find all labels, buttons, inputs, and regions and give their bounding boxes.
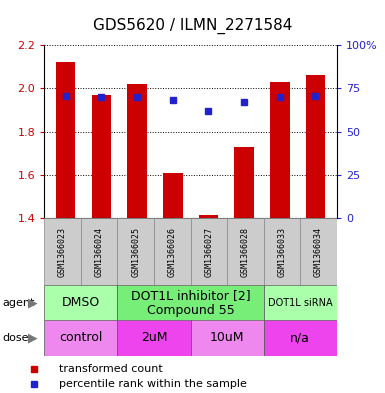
Text: dose: dose [2,333,28,343]
Bar [300,218,337,285]
Bar [44,320,117,356]
Text: percentile rank within the sample: percentile rank within the sample [60,378,247,389]
Text: 10uM: 10uM [210,331,244,345]
Text: GSM1366024: GSM1366024 [95,226,104,277]
Bar [264,218,300,285]
Text: agent: agent [2,298,34,308]
Bar [199,215,218,218]
Text: GSM1366027: GSM1366027 [204,226,213,277]
Text: 2uM: 2uM [141,331,167,345]
Bar [163,173,182,218]
Text: GSM1366026: GSM1366026 [168,226,177,277]
Text: GSM1366028: GSM1366028 [241,226,250,277]
Text: ▶: ▶ [28,331,37,345]
Bar [306,75,325,218]
Bar [92,95,111,218]
Bar [117,218,154,285]
Bar [191,218,227,285]
Bar [264,285,337,320]
Bar [117,320,191,356]
Text: DOT1L inhibitor [2]
Compound 55: DOT1L inhibitor [2] Compound 55 [131,288,250,317]
Bar [127,84,147,218]
Bar [117,285,264,320]
Bar [44,285,117,320]
Text: GSM1366033: GSM1366033 [278,226,286,277]
Bar [234,147,254,218]
Text: DOT1L siRNA: DOT1L siRNA [268,298,333,308]
Bar [154,218,191,285]
Text: GSM1366023: GSM1366023 [58,226,67,277]
Text: ▶: ▶ [28,296,37,309]
Bar [191,320,264,356]
Bar [56,62,75,218]
Text: GSM1366025: GSM1366025 [131,226,140,277]
Bar [44,218,81,285]
Text: control: control [59,331,102,345]
Bar [264,320,337,356]
Text: transformed count: transformed count [60,364,163,374]
Bar [227,218,264,285]
Text: GSM1366034: GSM1366034 [314,226,323,277]
Bar [270,82,290,218]
Bar [81,218,117,285]
Text: n/a: n/a [290,331,310,345]
Text: DMSO: DMSO [62,296,100,309]
Text: GDS5620 / ILMN_2271584: GDS5620 / ILMN_2271584 [93,18,292,34]
